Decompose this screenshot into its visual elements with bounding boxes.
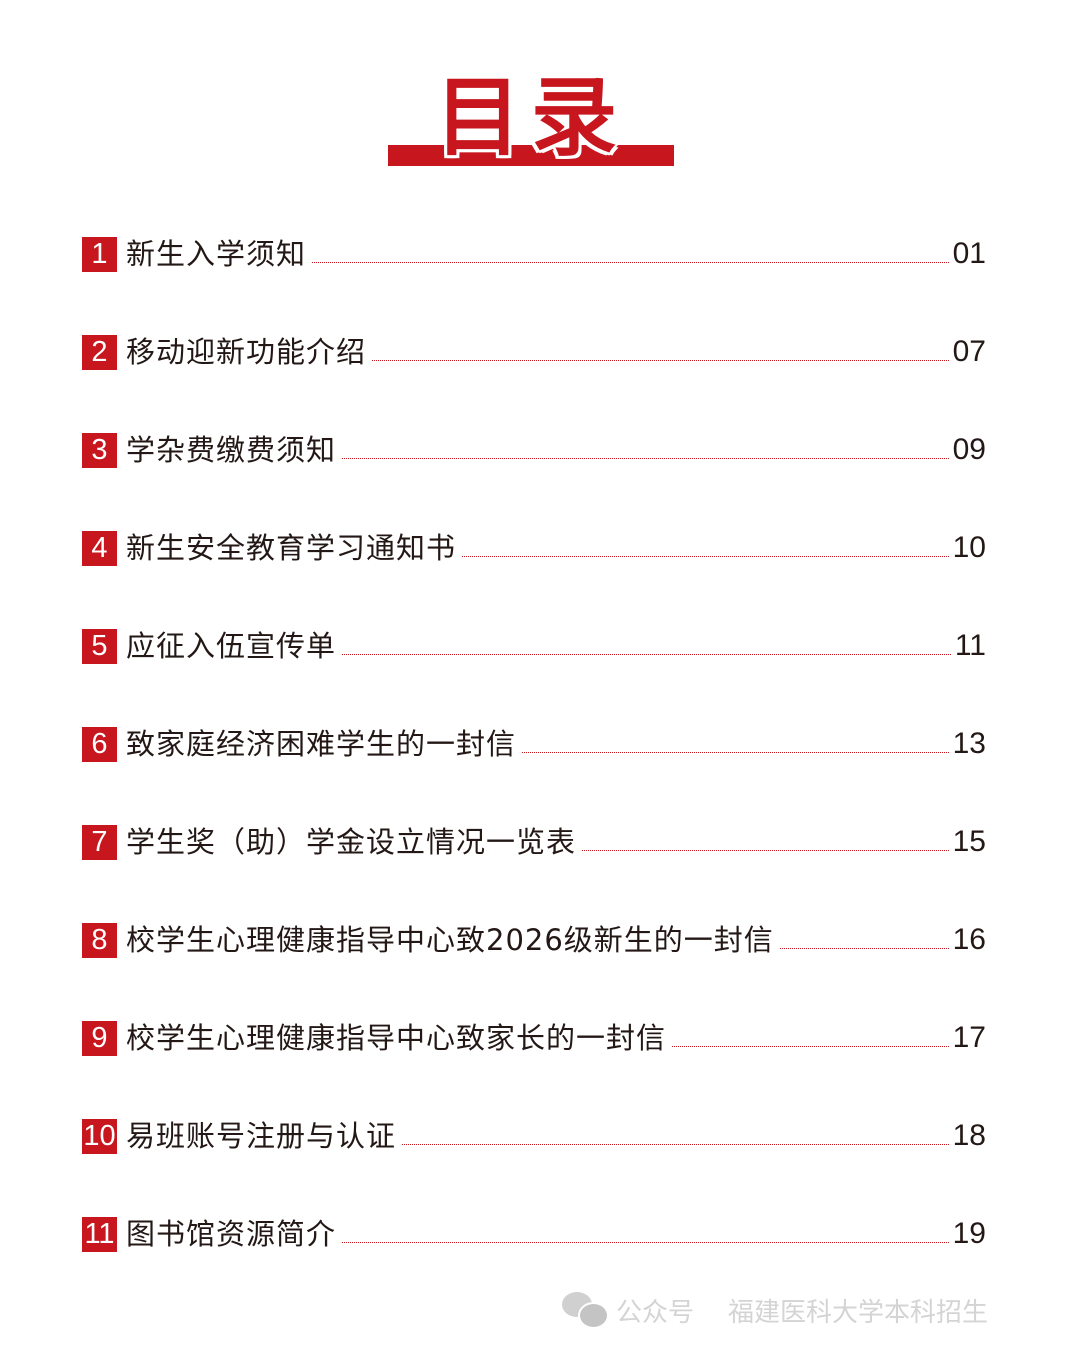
entry-title: 易班账号注册与认证 — [126, 1119, 397, 1153]
page-title: 目录 — [435, 68, 627, 168]
entry-number-badge: 11 — [82, 1217, 117, 1252]
toc-entry-9[interactable]: 9 校学生心理健康指导中心致家长的一封信 17 — [82, 1018, 986, 1116]
toc-entry-3[interactable]: 3 学杂费缴费须知 09 — [82, 430, 986, 528]
entry-page-number: 13 — [952, 727, 986, 760]
dotted-leader — [582, 822, 949, 851]
dotted-leader — [779, 920, 949, 949]
entry-page-number: 10 — [952, 531, 986, 564]
entry-number-badge: 4 — [82, 531, 117, 566]
entry-number-badge: 6 — [82, 727, 117, 762]
dotted-leader — [672, 1018, 949, 1047]
dotted-leader — [342, 1214, 949, 1243]
watermark-label: 公众号 — [616, 1297, 695, 1328]
toc-entry-11[interactable]: 11 图书馆资源简介 19 — [82, 1214, 986, 1312]
entry-title: 致家庭经济困难学生的一封信 — [126, 727, 517, 761]
entry-title: 新生入学须知 — [126, 237, 307, 271]
toc-entry-10[interactable]: 10 易班账号注册与认证 18 — [82, 1116, 986, 1214]
toc-entry-8[interactable]: 8 校学生心理健康指导中心致2026级新生的一封信 16 — [82, 920, 986, 1018]
toc-entry-6[interactable]: 6 致家庭经济困难学生的一封信 13 — [82, 724, 986, 822]
dotted-leader — [312, 234, 949, 263]
toc-entry-5[interactable]: 5 应征入伍宣传单 11 — [82, 626, 986, 724]
title-underline-bar — [388, 145, 674, 166]
entry-title: 移动迎新功能介绍 — [126, 335, 367, 369]
entry-page-number: 01 — [952, 237, 986, 270]
entry-title: 校学生心理健康指导中心致家长的一封信 — [126, 1021, 667, 1055]
entry-number-badge: 3 — [82, 433, 117, 468]
entry-title: 学杂费缴费须知 — [126, 433, 337, 467]
entry-number-badge: 8 — [82, 923, 117, 958]
dotted-leader — [372, 332, 949, 361]
entry-number-badge: 9 — [82, 1021, 117, 1056]
toc-entry-4[interactable]: 4 新生安全教育学习通知书 10 — [82, 528, 986, 626]
toc-entry-1[interactable]: 1 新生入学须知 01 — [82, 234, 986, 332]
entry-number-badge: 1 — [82, 237, 117, 272]
watermark-account-name: 福建医科大学本科招生 — [728, 1297, 989, 1328]
entry-title: 校学生心理健康指导中心致2026级新生的一封信 — [126, 923, 774, 957]
entry-page-number: 17 — [952, 1021, 986, 1054]
entry-page-number: 16 — [952, 923, 986, 956]
entry-title: 应征入伍宣传单 — [126, 629, 337, 663]
entry-page-number: 15 — [952, 825, 986, 858]
wechat-watermark: 公众号 福建医科大学本科招生 — [562, 1290, 988, 1330]
dotted-leader — [522, 724, 949, 753]
dotted-leader — [342, 430, 949, 459]
entry-number-badge: 2 — [82, 335, 117, 370]
dotted-leader — [462, 528, 949, 557]
toc-entry-7[interactable]: 7 学生奖（助）学金设立情况一览表 15 — [82, 822, 986, 920]
wechat-icon — [562, 1292, 609, 1329]
entry-title: 图书馆资源简介 — [126, 1217, 337, 1251]
dotted-leader — [342, 626, 951, 655]
entry-title: 学生奖（助）学金设立情况一览表 — [126, 825, 577, 859]
entry-title: 新生安全教育学习通知书 — [126, 531, 457, 565]
entry-page-number: 18 — [952, 1119, 986, 1152]
table-of-contents: 1 新生入学须知 01 2 移动迎新功能介绍 07 3 学杂费缴费须知 09 4… — [82, 234, 986, 1312]
entry-page-number: 11 — [954, 629, 986, 662]
entry-number-badge: 10 — [82, 1119, 117, 1154]
entry-page-number: 07 — [952, 335, 986, 368]
entry-page-number: 19 — [952, 1217, 986, 1250]
toc-entry-2[interactable]: 2 移动迎新功能介绍 07 — [82, 332, 986, 430]
entry-page-number: 09 — [952, 433, 986, 466]
entry-number-badge: 7 — [82, 825, 117, 860]
dotted-leader — [402, 1116, 949, 1145]
entry-number-badge: 5 — [82, 629, 117, 664]
